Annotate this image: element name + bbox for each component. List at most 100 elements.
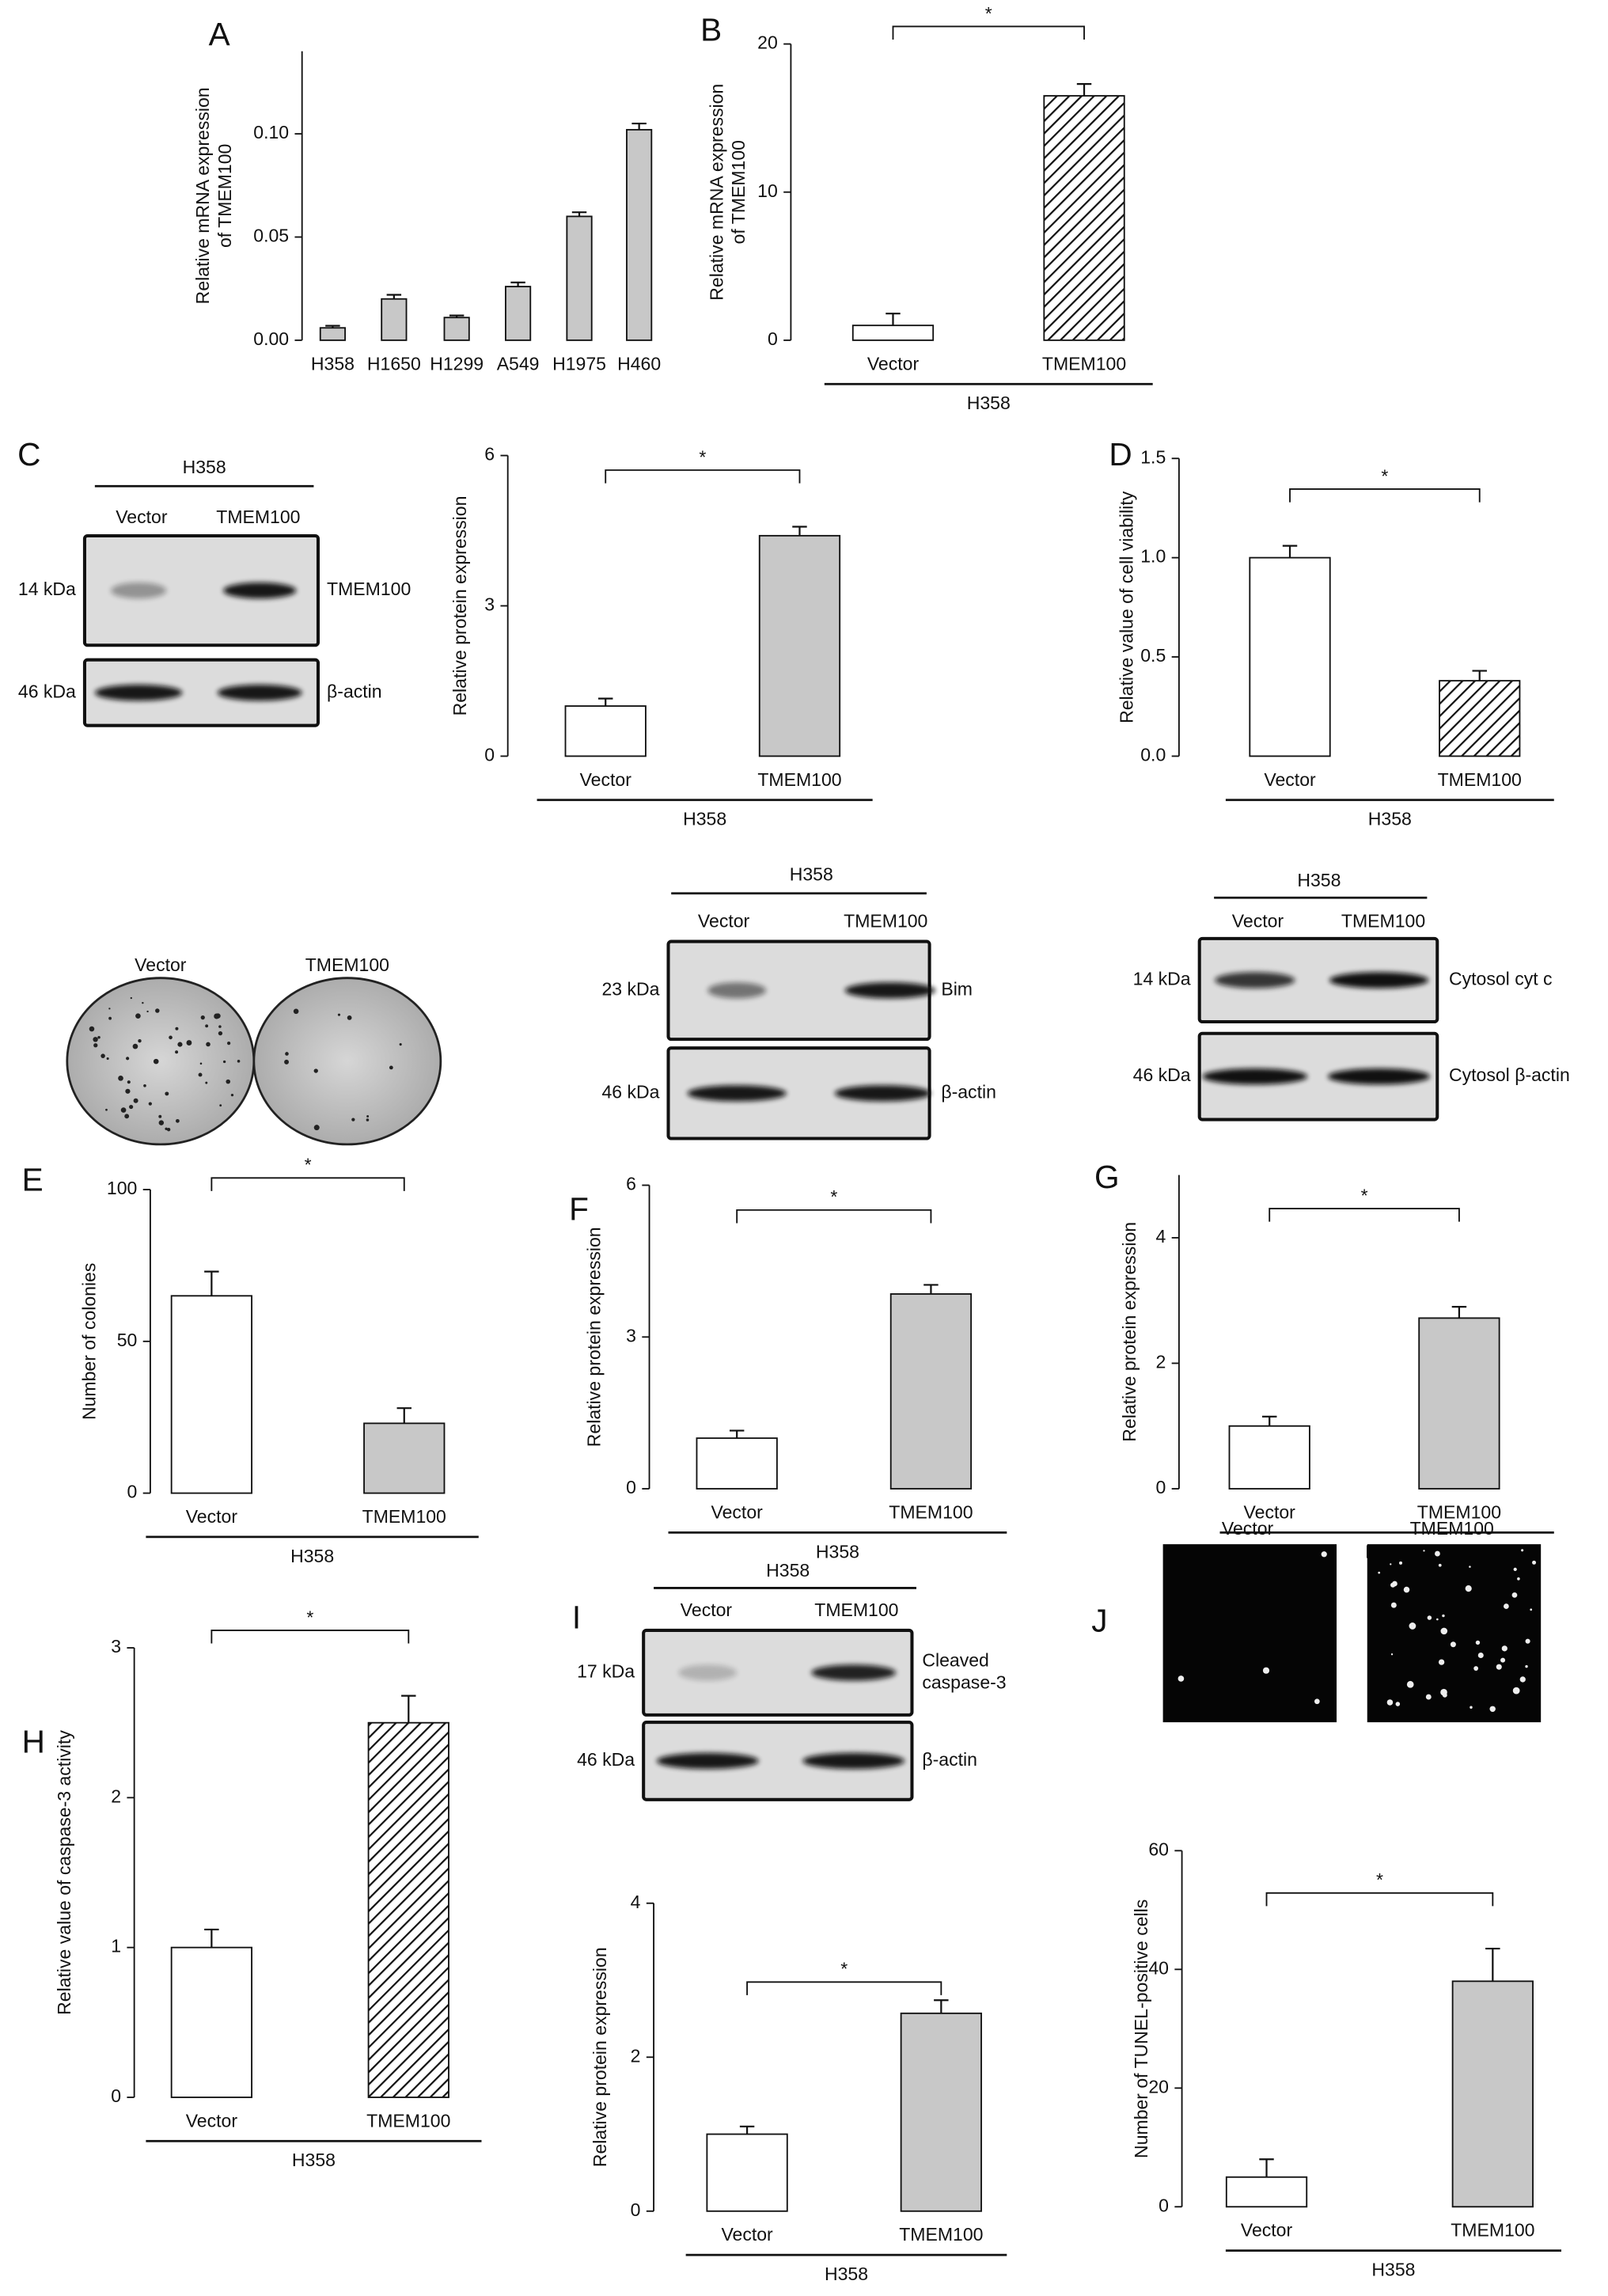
x-tick-label: H1975 xyxy=(552,353,606,374)
bar xyxy=(900,2012,982,2212)
error-bar xyxy=(204,1270,219,1296)
x-tick-label: Vector xyxy=(711,1501,764,1522)
bar xyxy=(170,1946,252,2098)
x-tick-label: TMEM100 xyxy=(889,1501,973,1522)
x-tick-label: TMEM100 xyxy=(1042,353,1126,374)
blot-band xyxy=(1202,1068,1308,1085)
significance-mark: * xyxy=(305,1155,312,1175)
tunel-cell xyxy=(1513,1567,1517,1571)
significance-bracket xyxy=(605,469,801,484)
y-axis-label: Relative value of caspase-3 activity xyxy=(54,1730,74,2015)
y-tick-label: 0 xyxy=(111,2085,121,2106)
colony xyxy=(199,1062,203,1065)
group-label: H358 xyxy=(292,2150,336,2170)
molecular-weight: 17 kDa xyxy=(577,1660,635,1681)
significance-mark: * xyxy=(840,1959,848,1979)
bar xyxy=(851,324,935,341)
significance-mark: * xyxy=(830,1186,837,1207)
panel-letter: F xyxy=(569,1190,589,1227)
tunel-cell xyxy=(1469,1565,1471,1568)
error-bar xyxy=(739,2125,755,2135)
error-bar xyxy=(934,1999,949,2013)
colony xyxy=(118,1075,123,1081)
colony xyxy=(165,1127,168,1130)
molecular-weight: 46 kDa xyxy=(601,1081,659,1102)
tunel-cell xyxy=(1390,1582,1396,1588)
y-tick-label: 60 xyxy=(1148,1839,1169,1859)
y-tick-label: 0.05 xyxy=(253,226,289,246)
colony xyxy=(93,1037,98,1042)
y-tick-label: 6 xyxy=(484,444,495,465)
error-bar xyxy=(631,122,647,130)
y-tick-label: 2 xyxy=(111,1786,121,1806)
tunel-image xyxy=(1162,1544,1337,1723)
blot-band xyxy=(678,1664,738,1681)
colony xyxy=(237,1060,241,1063)
tunel-cell xyxy=(1314,1698,1320,1705)
colony xyxy=(205,1024,209,1028)
colony xyxy=(106,1057,109,1061)
y-tick-label: 2 xyxy=(1155,1352,1166,1372)
significance-bracket xyxy=(210,1177,405,1191)
colony xyxy=(108,1008,111,1010)
panel-letter: J xyxy=(1091,1602,1107,1638)
lane-label: TMEM100 xyxy=(814,1600,898,1620)
tunel-cell xyxy=(1504,1603,1509,1609)
bar xyxy=(170,1295,252,1494)
tunel-cell xyxy=(1530,1608,1533,1611)
tunel-cell xyxy=(1436,1618,1439,1621)
significance-bracket xyxy=(746,1981,942,1995)
y-tick-label: 100 xyxy=(107,1178,137,1198)
colony xyxy=(219,1104,222,1107)
colony xyxy=(148,1102,152,1106)
significance-mark: * xyxy=(1376,1869,1383,1890)
tunel-cell xyxy=(1532,1560,1537,1565)
tunel-cell xyxy=(1521,1549,1524,1552)
y-tick-label: 0 xyxy=(768,328,778,349)
panel-letter: G xyxy=(1094,1159,1120,1195)
bar xyxy=(1249,556,1331,757)
colony xyxy=(226,1079,231,1084)
tunel-cell xyxy=(1435,1550,1440,1557)
bar xyxy=(889,1293,973,1490)
y-axis-label: of TMEM100 xyxy=(728,140,749,244)
lane-label: TMEM100 xyxy=(1341,911,1425,932)
colony xyxy=(351,1118,355,1121)
y-tick-label: 0 xyxy=(631,2199,641,2220)
bar xyxy=(381,298,408,341)
colony-plate xyxy=(66,977,256,1146)
colony xyxy=(175,1027,179,1030)
colony xyxy=(285,1052,289,1056)
group-label: H358 xyxy=(1371,2259,1415,2279)
bar xyxy=(1043,95,1125,341)
y-tick-label: 1.0 xyxy=(1140,546,1166,567)
y-tick-label: 0 xyxy=(127,1482,138,1502)
colony xyxy=(146,1010,149,1013)
x-tick-label: H358 xyxy=(311,353,355,374)
blot-band xyxy=(223,582,297,599)
bar xyxy=(706,2133,788,2212)
y-tick-label: 0.10 xyxy=(253,122,289,142)
colony xyxy=(293,1008,299,1015)
y-tick-label: 2 xyxy=(631,2045,641,2066)
group-label: H358 xyxy=(967,393,1011,413)
y-tick-label: 0.5 xyxy=(1140,645,1166,666)
colony xyxy=(200,1015,205,1020)
bar xyxy=(1228,1425,1310,1490)
colony xyxy=(313,1068,318,1073)
lane-label: Vector xyxy=(698,911,750,932)
protein-label: Cytosol cyt c xyxy=(1449,969,1553,989)
bar xyxy=(1225,2176,1308,2208)
colony xyxy=(399,1043,402,1046)
tunel-cell xyxy=(1519,1676,1526,1683)
bar xyxy=(367,1721,449,2098)
y-tick-label: 40 xyxy=(1148,1957,1169,1978)
bar xyxy=(319,327,347,341)
y-tick-label: 0.0 xyxy=(1140,745,1166,765)
error-bar xyxy=(1451,1306,1467,1319)
colony xyxy=(186,1040,192,1046)
bar xyxy=(758,534,841,757)
protein-label: Cleaved xyxy=(922,1650,989,1671)
bar xyxy=(363,1422,446,1494)
protein-label: β-actin xyxy=(941,1081,996,1102)
